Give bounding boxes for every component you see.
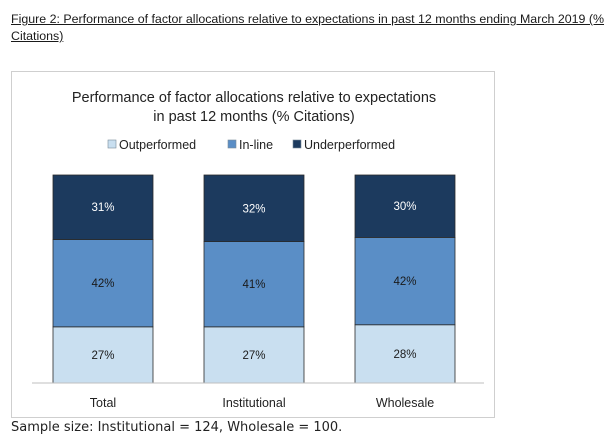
data-label: 32%	[242, 203, 265, 215]
bar-segment	[203, 174, 305, 242]
bar-segment	[52, 326, 154, 384]
data-label: 28%	[393, 349, 416, 361]
sample-size-note: Sample size: Institutional = 124, Wholes…	[11, 420, 343, 435]
bar-segment	[354, 236, 456, 326]
legend-swatch	[292, 139, 302, 149]
legend-swatch	[107, 139, 117, 149]
legend-label: Underperformed	[304, 138, 395, 152]
chart-title-line: Performance of factor allocations relati…	[72, 90, 436, 106]
category-label: Institutional	[222, 396, 285, 410]
chart-legend: Outperformed In-line Underperformed	[107, 138, 395, 152]
bar-segment	[203, 326, 305, 384]
legend-item: Underperformed	[292, 138, 395, 152]
data-label: 41%	[242, 279, 265, 291]
bar-segment	[354, 174, 456, 238]
legend-swatch	[227, 139, 237, 149]
data-label: 31%	[91, 202, 114, 214]
data-label: 27%	[91, 350, 114, 362]
data-label: 30%	[393, 201, 416, 213]
category-label: Total	[90, 396, 116, 410]
stacked-bar-chart: Performance of factor allocations relati…	[32, 90, 484, 410]
data-label: 27%	[242, 350, 265, 362]
category-label: Wholesale	[376, 396, 434, 410]
bar-segment	[52, 239, 154, 328]
legend-item: Outperformed	[107, 138, 196, 152]
chart-title-line: in past 12 months (% Citations)	[153, 109, 354, 125]
bar-segment	[52, 174, 154, 240]
chart-frame: Performance of factor allocations relati…	[11, 71, 495, 418]
bars: 27% 42% 31% 27% 41% 32% 28% 42% 30%	[52, 174, 456, 384]
data-label: 42%	[91, 278, 114, 290]
figure-caption: Figure 2: Performance of factor allocati…	[11, 12, 605, 43]
legend-item: In-line	[227, 138, 273, 152]
chart-title: Performance of factor allocations relati…	[72, 90, 436, 125]
data-label: 42%	[393, 276, 416, 288]
bar-segment	[203, 241, 305, 328]
legend-label: In-line	[239, 138, 273, 152]
category-labels: Total Institutional Wholesale	[90, 396, 434, 410]
legend-label: Outperformed	[119, 138, 196, 152]
